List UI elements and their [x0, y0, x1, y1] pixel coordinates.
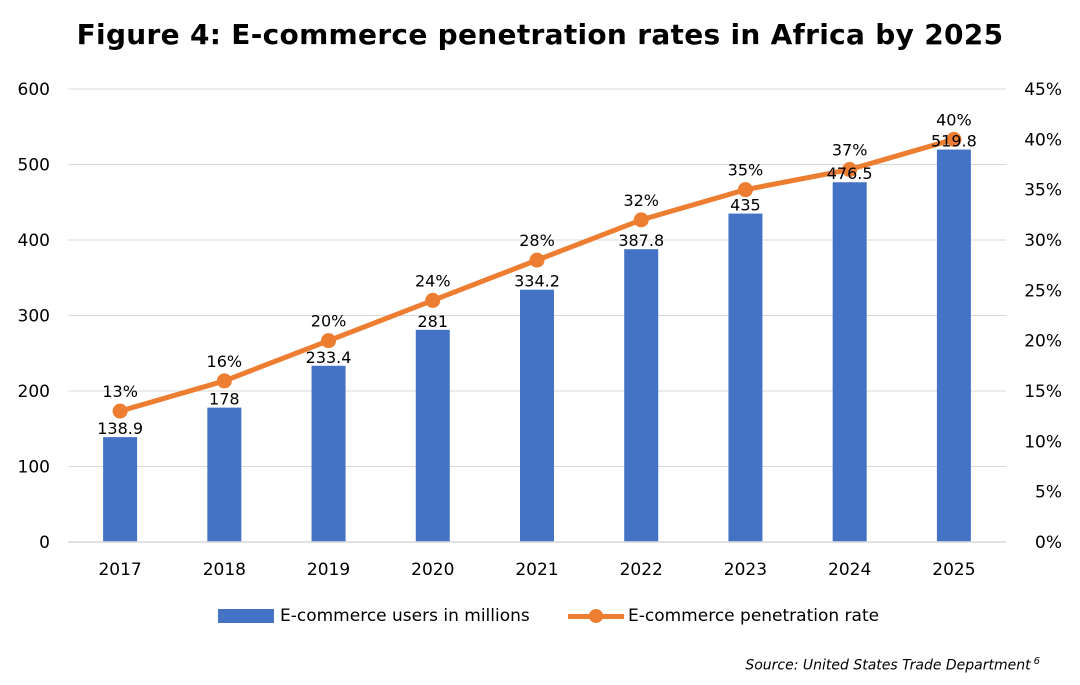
users-data-label: 519.8 [931, 132, 977, 151]
x-tick-label: 2023 [724, 560, 767, 580]
legend: E-commerce users in millions E-commerce … [0, 606, 1080, 634]
point-2021 [529, 252, 545, 268]
y-right-tick-label: 20% [1024, 332, 1062, 352]
point-2025 [946, 131, 962, 147]
point-2019 [321, 333, 337, 349]
rate-data-label: 16% [207, 352, 243, 371]
rate-data-label: 20% [311, 312, 347, 331]
rate-data-label: 32% [623, 191, 659, 210]
y-right-tick-label: 40% [1024, 130, 1062, 150]
x-tick-label: 2024 [828, 560, 871, 580]
point-2024 [842, 162, 858, 178]
y-right-tick-label: 15% [1024, 382, 1062, 402]
y-left-tick-label: 400 [18, 231, 50, 251]
chart-plot: 0 100 200 300 400 500 600 0% 5% 10% 15% 20% 25% 30% 35… [18, 80, 1062, 580]
users-data-label: 476.5 [827, 164, 873, 183]
x-tick-label: 2017 [98, 560, 141, 580]
users-data-label: 281 [418, 312, 449, 331]
y-left-tick-label: 0 [39, 533, 50, 553]
point-2018 [216, 373, 232, 389]
legend-item-users[interactable]: E-commerce users in millions [218, 606, 530, 626]
bar-2019 [311, 365, 346, 542]
users-data-label: 178 [209, 390, 240, 409]
x-tick-label: 2019 [307, 560, 350, 580]
source-text: Source: United States Trade Department [745, 657, 1031, 674]
users-data-label: 138.9 [97, 419, 143, 438]
point-2017 [112, 403, 128, 419]
line-penetration [112, 131, 962, 419]
users-data-label: 387.8 [618, 231, 664, 250]
legend-swatch-bar [218, 609, 274, 623]
rate-data-label: 35% [728, 161, 764, 180]
bar-2023 [728, 213, 763, 542]
point-2022 [633, 212, 649, 228]
y-left-tick-label: 500 [18, 156, 50, 176]
legend-label-users: E-commerce users in millions [280, 606, 530, 626]
x-tick-label: 2025 [932, 560, 975, 580]
legend-swatch-line [568, 609, 624, 623]
y-right-tick-label: 0% [1035, 533, 1062, 553]
x-tick-label: 2022 [620, 560, 663, 580]
rate-data-label: 24% [415, 271, 451, 290]
y-right-tick-label: 30% [1024, 231, 1062, 251]
y-left-tick-label: 100 [18, 458, 50, 478]
chart-title: Figure 4: E-commerce penetration rates i… [76, 18, 1004, 51]
rate-data-label: 28% [519, 231, 555, 250]
legend-item-rate[interactable]: E-commerce penetration rate [568, 606, 879, 626]
bar-2020 [415, 329, 450, 542]
y-left-tick-label: 200 [18, 382, 50, 402]
source-note: Source: United States Trade Department 6 [745, 656, 1040, 674]
bar-2021 [520, 289, 554, 542]
y-left-tick-label: 600 [18, 80, 50, 100]
source-footnote: 6 [1033, 656, 1040, 667]
bar-2025 [936, 149, 971, 542]
bar-2018 [207, 407, 242, 542]
axes: 0 100 200 300 400 500 600 0% 5% 10% 15% 20% 25% 30% 35… [18, 80, 1062, 580]
y-right-tick-label: 35% [1024, 181, 1062, 201]
rate-data-label: 13% [102, 382, 138, 401]
bar-2024 [832, 182, 867, 542]
y-right-tick-label: 25% [1024, 281, 1062, 301]
y-right-tick-label: 45% [1024, 80, 1062, 100]
x-tick-label: 2018 [203, 560, 246, 580]
rate-data-label: 40% [936, 110, 972, 129]
bar-2017 [103, 437, 138, 542]
legend-label-rate: E-commerce penetration rate [628, 606, 880, 626]
users-data-label: 435 [730, 196, 761, 215]
users-data-label: 334.2 [514, 272, 560, 291]
bars-users [103, 149, 971, 542]
point-2020 [425, 292, 441, 308]
users-data-label: 233.4 [306, 348, 352, 367]
y-right-tick-label: 10% [1024, 432, 1062, 452]
x-tick-label: 2021 [515, 560, 558, 580]
bar-2022 [624, 249, 659, 542]
rate-data-label: 37% [832, 141, 868, 160]
point-2023 [737, 182, 753, 198]
y-right-tick-label: 5% [1035, 483, 1062, 503]
x-tick-label: 2020 [411, 560, 454, 580]
data-labels: 13% 16% 20% 24% 28% 32% 35% 37% 40% 138.9 178 233.4… [97, 110, 977, 438]
y-left-tick-label: 300 [18, 307, 50, 327]
